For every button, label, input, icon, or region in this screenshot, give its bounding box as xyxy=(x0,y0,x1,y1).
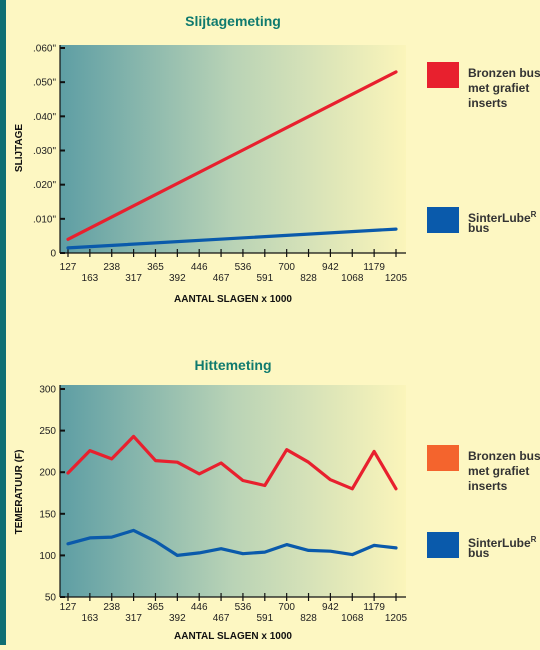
legend-swatch xyxy=(427,62,459,88)
x-tick-label: 127 xyxy=(60,262,77,273)
y-tick-label: .010" xyxy=(33,214,56,225)
y-tick-label: 50 xyxy=(45,593,57,604)
chart-title: Slijtagemeting xyxy=(185,13,281,29)
x-tick-label: 365 xyxy=(147,262,164,273)
x-tick-label: 238 xyxy=(103,262,120,273)
legend-swatch xyxy=(427,207,459,233)
legend-label: Bronzen bus met grafiet inserts xyxy=(468,66,540,110)
x-tick-label: 317 xyxy=(125,273,142,284)
y-tick-label: 100 xyxy=(39,551,56,562)
left-accent-bar xyxy=(0,0,6,645)
x-tick-label: 238 xyxy=(103,602,120,613)
legend-label-line: Bronzen bus xyxy=(468,449,540,463)
superscript: R xyxy=(531,535,537,544)
x-tick-label: 1205 xyxy=(385,613,408,624)
legend-label-line: bus xyxy=(468,546,490,560)
x-tick-label: 467 xyxy=(213,613,230,624)
x-tick-label: 392 xyxy=(169,273,186,284)
x-tick-label: 536 xyxy=(235,262,252,273)
y-axis-label: SLIJTAGE xyxy=(14,124,25,172)
y-tick-label: .040" xyxy=(33,112,56,123)
legend-label: Bronzen bus met grafiet inserts xyxy=(468,449,540,493)
x-axis-label: AANTAL SLAGEN x 1000 xyxy=(174,294,292,305)
y-tick-label: 150 xyxy=(39,509,56,520)
x-tick-label: 700 xyxy=(278,602,295,613)
plot-area xyxy=(60,45,406,253)
y-tick-label: .050" xyxy=(33,78,56,89)
x-tick-label: 446 xyxy=(191,602,208,613)
legend-label: SinterLubeR bus xyxy=(468,210,537,235)
legend-label-line: SinterLubeR xyxy=(468,535,537,550)
y-tick-label: .020" xyxy=(33,180,56,191)
x-tick-label: 1205 xyxy=(385,273,408,284)
x-tick-label: 591 xyxy=(256,613,273,624)
x-tick-label: 700 xyxy=(278,262,295,273)
legend-label-line: met grafiet xyxy=(468,464,529,478)
x-tick-label: 1068 xyxy=(341,613,364,624)
plot-area xyxy=(60,385,406,597)
x-tick-label: 828 xyxy=(300,613,317,624)
x-tick-label: 1179 xyxy=(363,602,385,613)
x-tick-label: 1068 xyxy=(341,273,364,284)
x-axis-label: AANTAL SLAGEN x 1000 xyxy=(174,631,292,642)
x-tick-label: 163 xyxy=(82,273,99,284)
legend-label-line: inserts xyxy=(468,479,508,493)
series-line xyxy=(66,434,398,491)
x-tick-label: 467 xyxy=(213,273,230,284)
y-tick-label: 0 xyxy=(50,249,56,260)
series-line xyxy=(66,528,398,558)
x-tick-label: 828 xyxy=(300,273,317,284)
x-tick-label: 317 xyxy=(125,613,142,624)
legend-swatch xyxy=(427,532,459,558)
x-tick-label: 392 xyxy=(169,613,186,624)
legend-label-line: bus xyxy=(468,221,490,235)
legend-label-line: met grafiet xyxy=(468,81,529,95)
x-tick-label: 365 xyxy=(147,602,164,613)
series-line xyxy=(66,227,398,250)
x-tick-label: 942 xyxy=(322,262,339,273)
y-tick-label: .030" xyxy=(33,146,56,157)
x-tick-label: 446 xyxy=(191,262,208,273)
y-tick-label: 300 xyxy=(39,385,56,396)
y-tick-label: 250 xyxy=(39,426,56,437)
legend-label-line: SinterLubeR xyxy=(468,210,537,225)
legend-label-line: inserts xyxy=(468,96,508,110)
chart-title: Hittemeting xyxy=(195,357,272,373)
y-tick-label: .060" xyxy=(33,44,56,55)
superscript: R xyxy=(531,210,537,219)
series-line xyxy=(66,70,398,241)
legend-label: SinterLubeR bus xyxy=(468,535,537,560)
legend-label-line: Bronzen bus xyxy=(468,66,540,80)
x-tick-label: 591 xyxy=(256,273,273,284)
legend-swatch xyxy=(427,445,459,471)
x-tick-label: 127 xyxy=(60,602,77,613)
x-tick-label: 942 xyxy=(322,602,339,613)
y-axis-label: TEMERATUUR (F) xyxy=(14,450,25,535)
y-tick-label: 200 xyxy=(39,468,56,479)
x-tick-label: 536 xyxy=(235,602,252,613)
x-tick-label: 1179 xyxy=(363,262,385,273)
x-tick-label: 163 xyxy=(82,613,99,624)
